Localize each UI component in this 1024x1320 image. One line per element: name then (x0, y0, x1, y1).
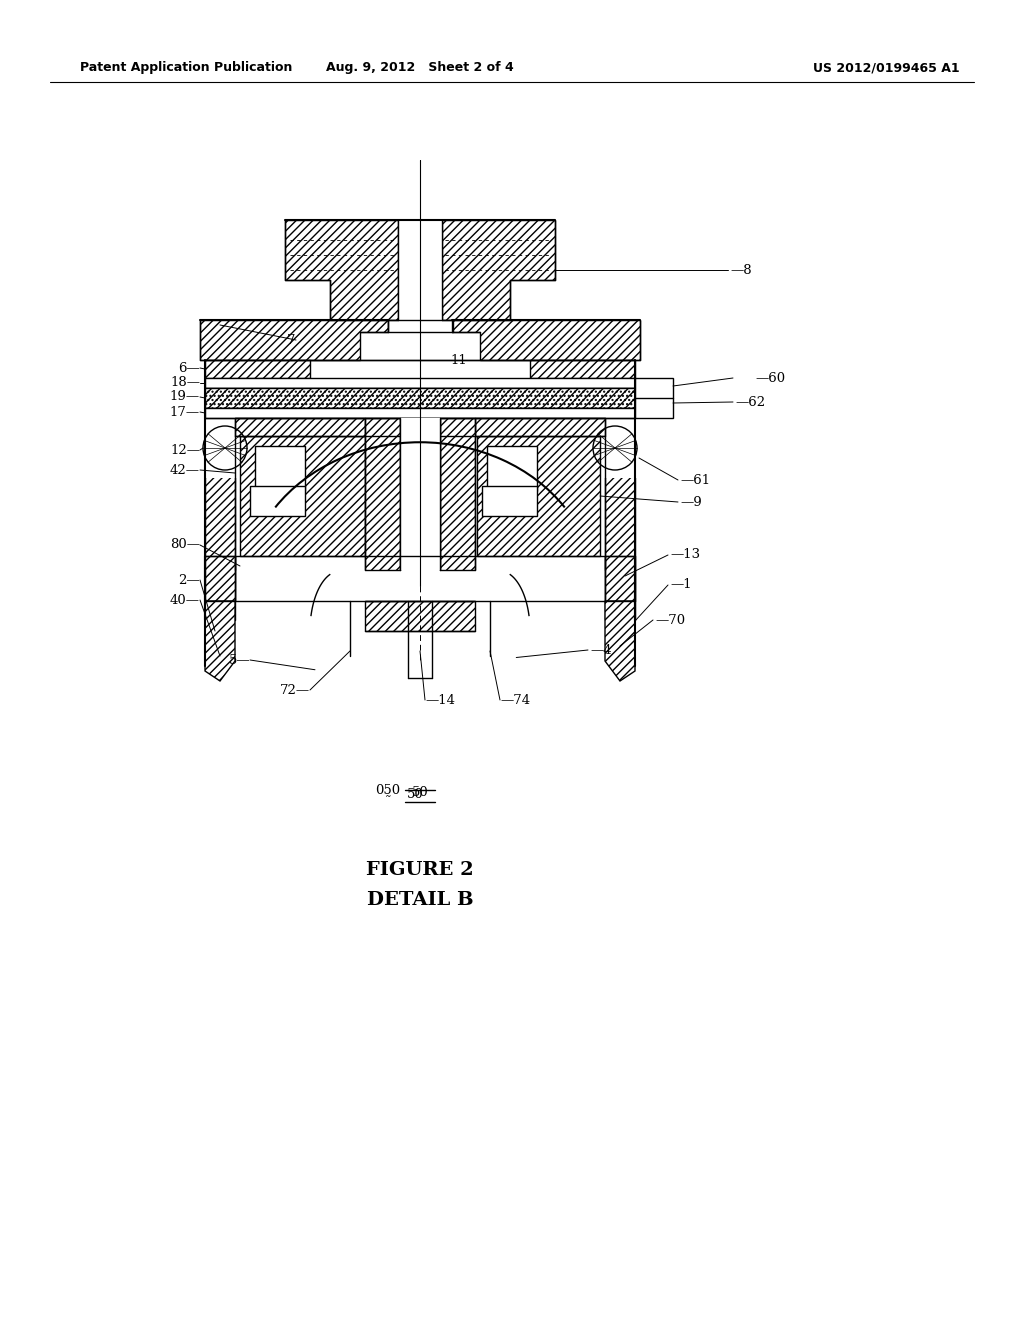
Bar (205, 388, 635, 408)
Text: —74: —74 (500, 693, 530, 706)
Bar (260, 491, 300, 511)
Text: —14: —14 (425, 693, 455, 706)
Text: US 2012/0199465 A1: US 2012/0199465 A1 (813, 62, 961, 74)
Polygon shape (285, 220, 398, 319)
Bar (487, 491, 527, 511)
Text: —70: —70 (655, 614, 685, 627)
Text: FIGURE 2: FIGURE 2 (367, 861, 474, 879)
Bar (250, 486, 305, 516)
Polygon shape (365, 418, 400, 570)
Polygon shape (475, 418, 605, 436)
Polygon shape (452, 319, 640, 360)
Bar (487, 446, 537, 491)
Polygon shape (605, 601, 635, 681)
Text: 12—: 12— (170, 444, 200, 457)
Polygon shape (200, 319, 388, 360)
Bar (482, 486, 537, 516)
Polygon shape (234, 418, 365, 436)
Text: —60: —60 (755, 371, 785, 384)
Bar (205, 408, 635, 418)
Text: 72—: 72— (280, 684, 310, 697)
Polygon shape (477, 436, 600, 556)
Text: 40—: 40— (170, 594, 200, 606)
Text: Aug. 9, 2012   Sheet 2 of 4: Aug. 9, 2012 Sheet 2 of 4 (326, 62, 514, 74)
Text: 2—: 2— (178, 573, 200, 586)
Text: 5—: 5— (228, 653, 250, 667)
Text: —1: —1 (670, 578, 691, 591)
Polygon shape (205, 360, 310, 378)
Bar (205, 388, 635, 408)
Bar (255, 446, 305, 491)
Text: —9: —9 (680, 495, 701, 508)
Polygon shape (205, 418, 234, 620)
Text: Patent Application Publication: Patent Application Publication (80, 62, 293, 74)
Text: 17—: 17— (170, 405, 200, 418)
Polygon shape (440, 418, 475, 570)
Polygon shape (442, 220, 555, 319)
Text: —61: —61 (680, 474, 710, 487)
Text: —13: —13 (670, 549, 700, 561)
Bar (635, 378, 673, 418)
Text: 50: 50 (407, 788, 423, 801)
Bar (388, 319, 453, 333)
Text: 7: 7 (287, 334, 295, 346)
Polygon shape (198, 418, 252, 478)
Text: —4: —4 (590, 644, 611, 656)
Text: 42—: 42— (170, 463, 200, 477)
Polygon shape (530, 360, 635, 378)
Text: 05̰0: 05̰0 (375, 784, 400, 796)
Text: —62: —62 (735, 396, 765, 408)
Text: 6—: 6— (178, 362, 200, 375)
Bar (398, 220, 443, 319)
Bar (205, 378, 635, 388)
Polygon shape (205, 556, 234, 601)
Polygon shape (365, 601, 475, 631)
Text: —8: —8 (730, 264, 752, 276)
Text: 11: 11 (450, 354, 467, 367)
Text: 18—: 18— (170, 376, 200, 389)
Bar (400, 418, 440, 570)
Text: 50: 50 (412, 787, 428, 800)
Text: DETAIL B: DETAIL B (367, 891, 473, 909)
Polygon shape (588, 418, 642, 478)
Polygon shape (240, 436, 365, 556)
Polygon shape (205, 601, 234, 681)
Polygon shape (605, 418, 635, 620)
Text: 80—: 80— (170, 539, 200, 552)
Text: 19—: 19— (170, 391, 200, 404)
Polygon shape (605, 556, 635, 601)
